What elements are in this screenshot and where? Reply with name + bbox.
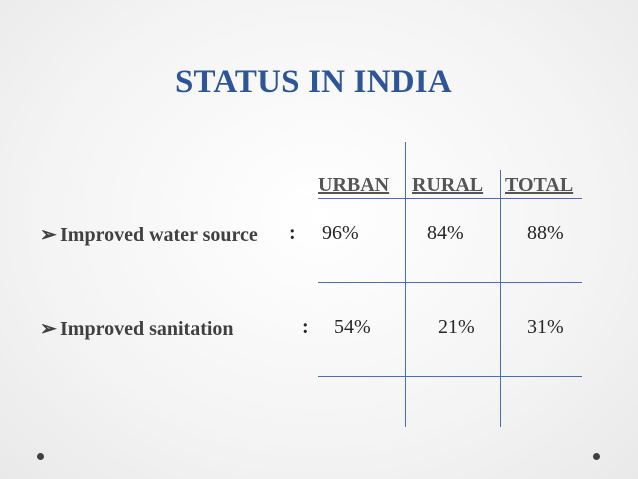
row-label-text: Improved sanitation [60, 318, 234, 340]
slide-title: STATUS IN INDIA [175, 64, 452, 100]
water-urban-value: 96% [322, 222, 359, 244]
grid-horizontal-line-1 [318, 198, 582, 199]
grid-vertical-line-1 [405, 142, 406, 427]
sanitation-total-value: 31% [527, 316, 564, 338]
column-header-rural: RURAL [412, 174, 484, 196]
row-label-sanitation: ➢ Improved sanitation [40, 316, 234, 341]
sanitation-rural-value: 21% [438, 316, 475, 338]
row-separator: : [302, 316, 309, 338]
column-header-urban: URBAN [318, 174, 390, 196]
grid-vertical-line-2 [500, 170, 501, 427]
row-label-water: ➢ Improved water source [40, 222, 258, 247]
water-total-value: 88% [527, 222, 564, 244]
decorative-dot-right [593, 453, 600, 460]
row-separator: : [289, 222, 296, 244]
grid-horizontal-line-3 [318, 376, 582, 377]
arrow-bullet-icon: ➢ [40, 224, 57, 246]
sanitation-urban-value: 54% [334, 316, 371, 338]
water-rural-value: 84% [427, 222, 464, 244]
row-label-text: Improved water source [60, 224, 258, 246]
decorative-dot-left [37, 453, 44, 460]
grid-horizontal-line-2 [318, 282, 582, 283]
arrow-bullet-icon: ➢ [40, 318, 57, 340]
column-header-total: TOTAL [505, 174, 574, 196]
